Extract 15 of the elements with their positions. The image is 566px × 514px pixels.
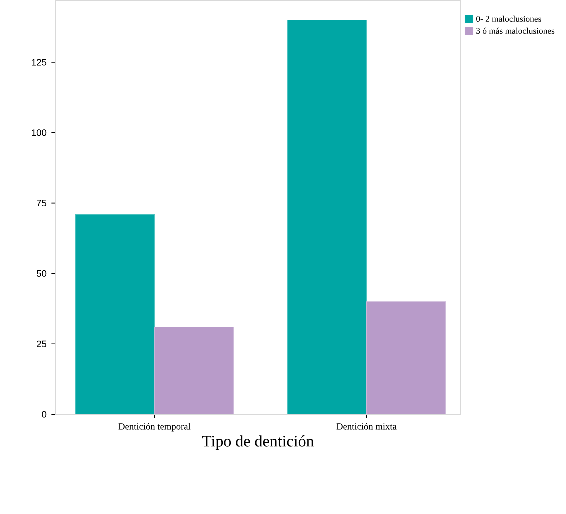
- y-tick-label: 125: [32, 59, 47, 66]
- legend-label: 3 ó más maloclusiones: [476, 28, 555, 34]
- x-tick-label: Dentición temporal: [118, 423, 191, 432]
- y-tick-label: 100: [32, 130, 47, 136]
- y-tick-label: 75: [37, 200, 47, 207]
- y-tick-label: 25: [37, 340, 47, 348]
- x-axis-title: Tipo de dentición: [202, 436, 314, 450]
- bar: [366, 302, 446, 415]
- y-tick-label: 50: [36, 270, 47, 278]
- legend-label: 0- 2 maloclusiones: [476, 16, 542, 22]
- x-tick-label: Dentición mixta: [336, 423, 397, 430]
- bar: [75, 214, 155, 415]
- bar: [287, 20, 367, 415]
- bar: [154, 327, 234, 415]
- y-tick-label: 0: [42, 411, 47, 418]
